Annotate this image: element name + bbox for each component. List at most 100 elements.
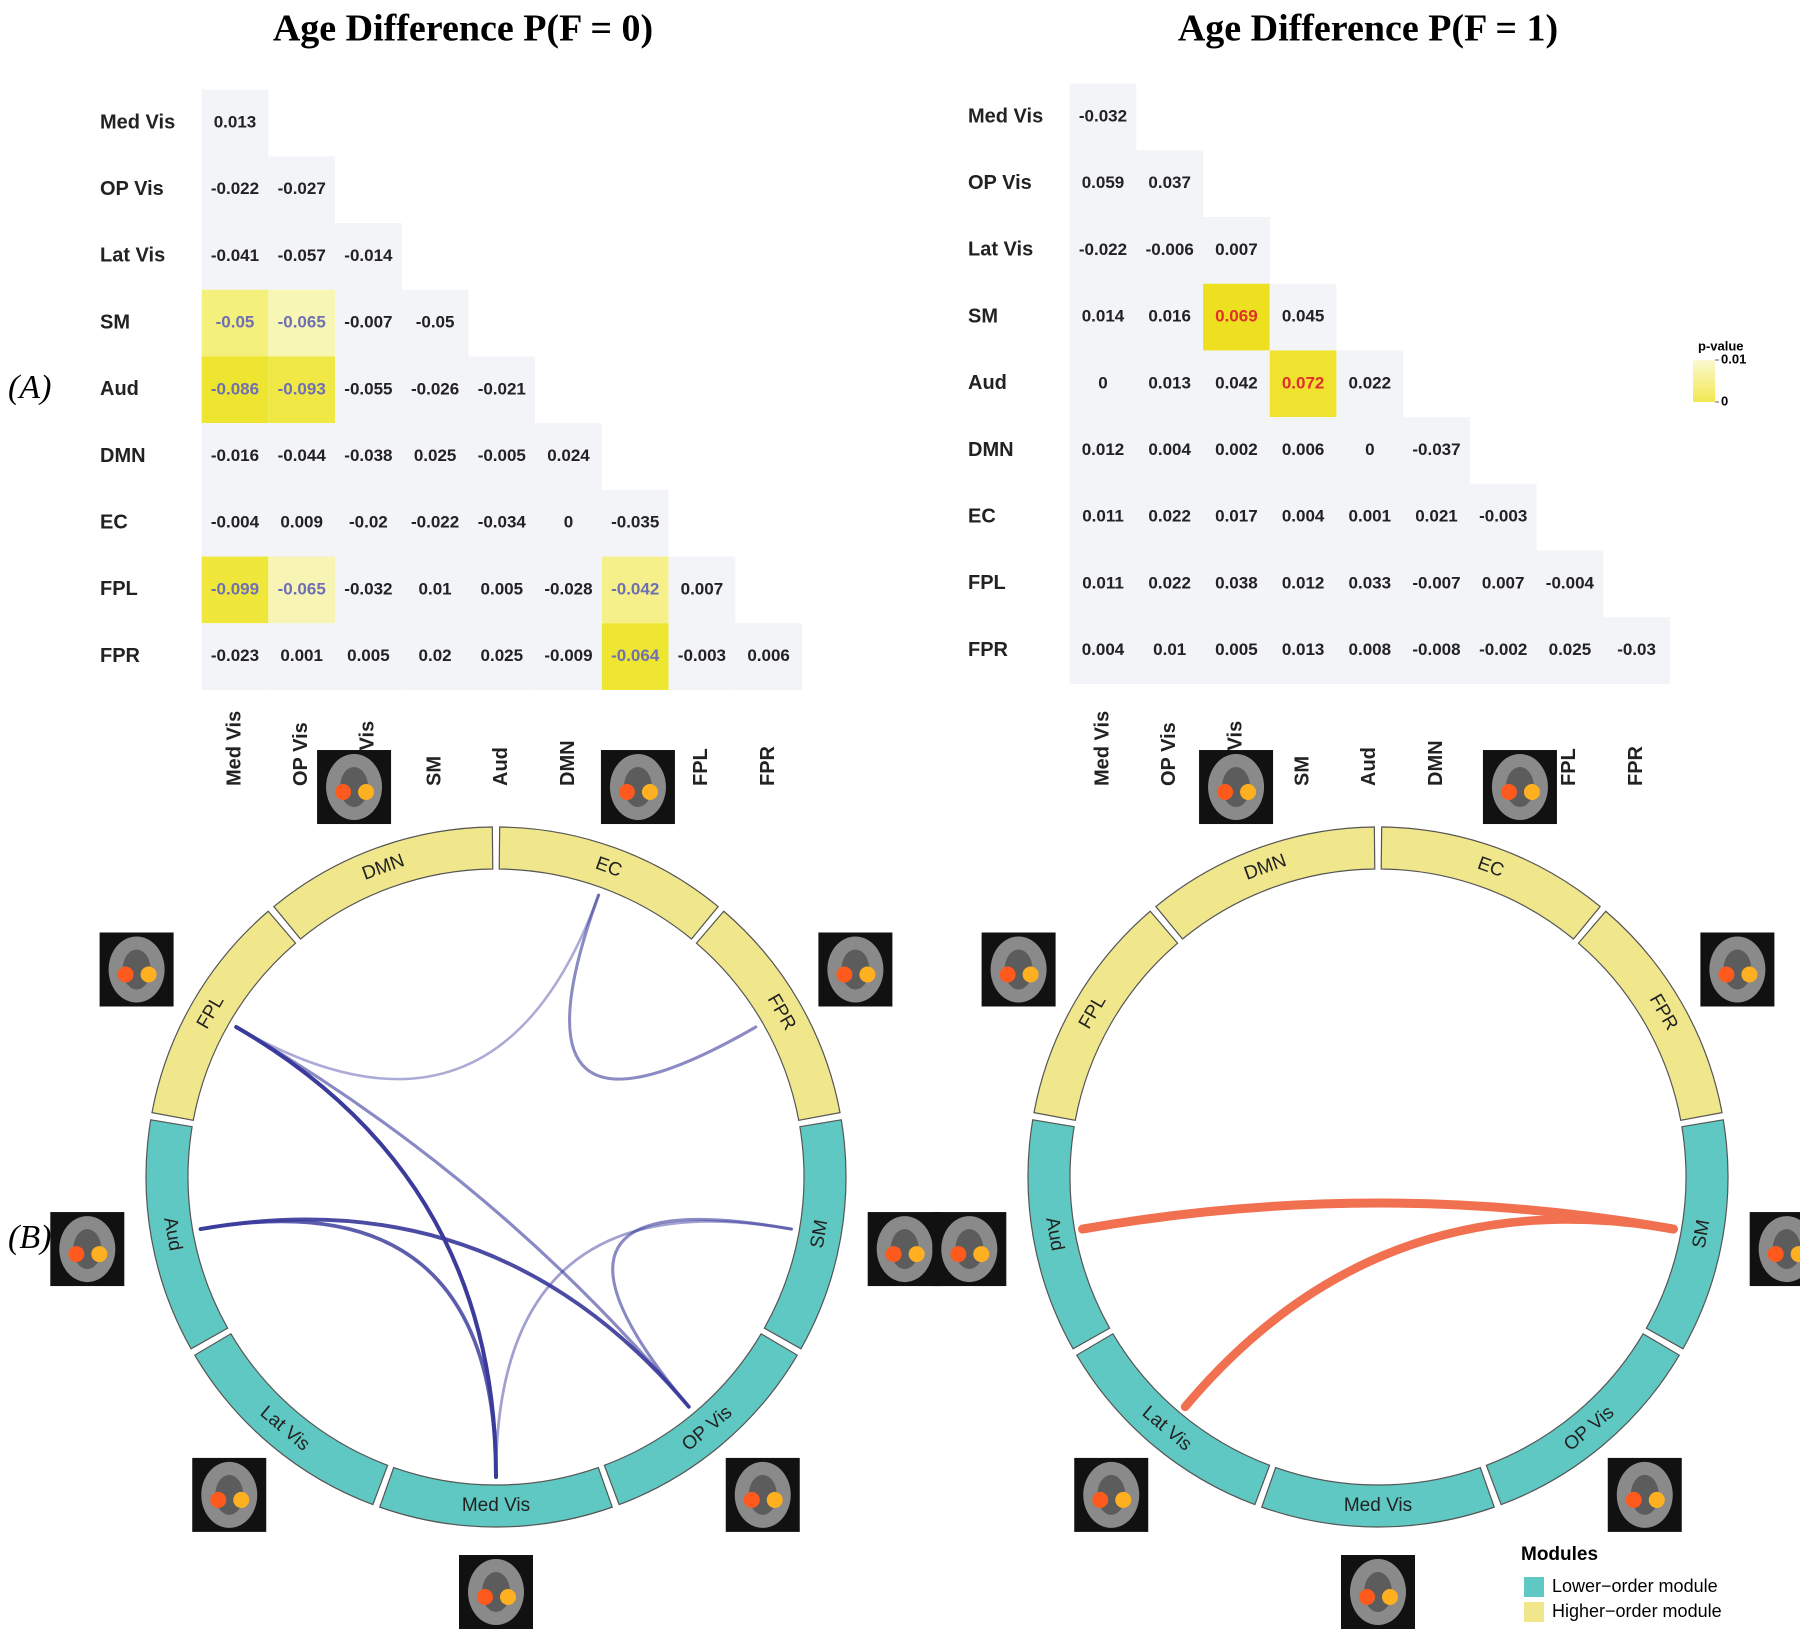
cell-value: 0.009 — [280, 513, 323, 532]
heatmap-cell — [1336, 550, 1404, 618]
legend-swatch — [1524, 1602, 1544, 1622]
heatmap-cell — [1069, 617, 1137, 684]
cell-value: -0.035 — [611, 513, 659, 532]
cell-value: -0.014 — [344, 246, 393, 265]
heatmap-cell — [268, 289, 336, 357]
cell-value: 0.021 — [1415, 507, 1458, 526]
heatmap-cell — [401, 356, 469, 424]
cell-value: 0.008 — [1349, 640, 1392, 659]
brain-thumbnail — [50, 1212, 125, 1287]
module-segment — [1027, 1119, 1111, 1350]
heatmap-cell — [535, 489, 602, 557]
heatmap-cell — [1403, 617, 1470, 684]
activation — [859, 966, 876, 983]
activation — [1500, 784, 1517, 801]
column-label: Med Vis — [223, 711, 245, 786]
module-label: SM — [1689, 1218, 1715, 1250]
activation — [1240, 784, 1257, 801]
heatmap-cell — [1069, 550, 1137, 618]
activation — [1767, 1246, 1784, 1263]
activation — [908, 1246, 925, 1263]
heatmap-cell — [468, 556, 536, 624]
cell-value: 0.022 — [1148, 507, 1191, 526]
activation — [117, 966, 134, 983]
activation — [743, 1491, 760, 1508]
activation — [766, 1491, 783, 1508]
cell-value: 0.002 — [1215, 440, 1258, 459]
heatmap-cell — [1203, 617, 1270, 684]
heatmap-cell — [1536, 550, 1604, 618]
brain-thumbnail — [459, 1555, 533, 1629]
cell-value: -0.016 — [211, 446, 259, 465]
heatmap-cell — [401, 623, 469, 690]
activation — [950, 1246, 967, 1263]
cell-value: 0.005 — [347, 646, 390, 665]
row-label: SM — [968, 305, 998, 327]
heatmap-cell — [468, 423, 536, 490]
activation — [1115, 1491, 1132, 1508]
colorbar-title: p-value — [1698, 338, 1744, 353]
chart-title: Age Difference P(F = 0) — [273, 8, 653, 50]
heatmap-cell — [535, 423, 602, 490]
activation — [885, 1246, 902, 1263]
heatmap-cell — [1069, 150, 1137, 218]
row-label: FPR — [968, 639, 1009, 661]
cell-value: -0.003 — [678, 646, 726, 665]
cell-value: 0.072 — [1282, 373, 1325, 392]
cell-value: -0.044 — [278, 446, 327, 465]
heatmap-cell — [668, 623, 736, 690]
heatmap-cell — [201, 423, 269, 490]
heatmap-cell — [401, 556, 469, 624]
brain-thumbnail — [317, 750, 392, 825]
panel-label: (B) — [8, 1219, 51, 1256]
chord-link — [198, 1217, 691, 1409]
activation — [1382, 1589, 1398, 1605]
cell-value: -0.003 — [1479, 507, 1527, 526]
heatmap-cell — [401, 489, 469, 557]
heatmap-cell — [335, 423, 402, 490]
row-label: DMN — [968, 439, 1014, 461]
activation — [1648, 1491, 1665, 1508]
activation — [140, 966, 157, 983]
heatmap-cell — [335, 356, 402, 424]
cell-value: -0.065 — [278, 579, 326, 598]
column-label: Med Vis — [1091, 711, 1113, 786]
chord-link — [1180, 1215, 1678, 1412]
heatmap-cell — [335, 623, 402, 690]
module-label: Med Vis — [462, 1495, 530, 1516]
heatmap-cell — [401, 423, 469, 490]
cell-value: 0.013 — [214, 112, 257, 131]
activation — [1523, 784, 1540, 801]
chord-link — [494, 1220, 793, 1479]
heatmap-cell — [201, 489, 269, 557]
cell-value: 0.025 — [1549, 640, 1592, 659]
heatmap-cell — [335, 289, 402, 357]
heatmap-cell — [201, 89, 269, 157]
heatmap-cell — [401, 289, 469, 357]
heatmap-cell — [1269, 283, 1337, 351]
cell-value: 0.069 — [1215, 307, 1258, 326]
cell-value: -0.006 — [1146, 240, 1194, 259]
legend-label: Lower−order module — [1552, 1576, 1718, 1596]
heatmap-cell — [1203, 217, 1270, 284]
cell-value: 0.022 — [1349, 373, 1392, 392]
heatmap-cell — [1203, 283, 1270, 351]
heatmap-cell — [201, 223, 269, 290]
cell-value: 0.011 — [1082, 573, 1124, 592]
cell-value: -0.034 — [478, 513, 527, 532]
heatmap-cell — [201, 556, 269, 624]
cell-value: 0.001 — [280, 646, 323, 665]
heatmap-cell — [1069, 483, 1137, 551]
module-segment — [1645, 1119, 1729, 1350]
heatmap-cell — [1336, 617, 1404, 684]
legend-swatch — [1524, 1577, 1544, 1597]
heatmap-cell — [1203, 417, 1270, 484]
cell-value: -0.032 — [344, 579, 392, 598]
module-segment — [193, 1332, 389, 1506]
row-label: Lat Vis — [968, 239, 1033, 261]
heatmap-cell — [468, 623, 536, 690]
heatmap-cell — [1136, 150, 1204, 218]
column-label: OP Vis — [1158, 722, 1180, 786]
chord-link — [568, 893, 758, 1081]
cell-value: 0.006 — [1282, 440, 1325, 459]
